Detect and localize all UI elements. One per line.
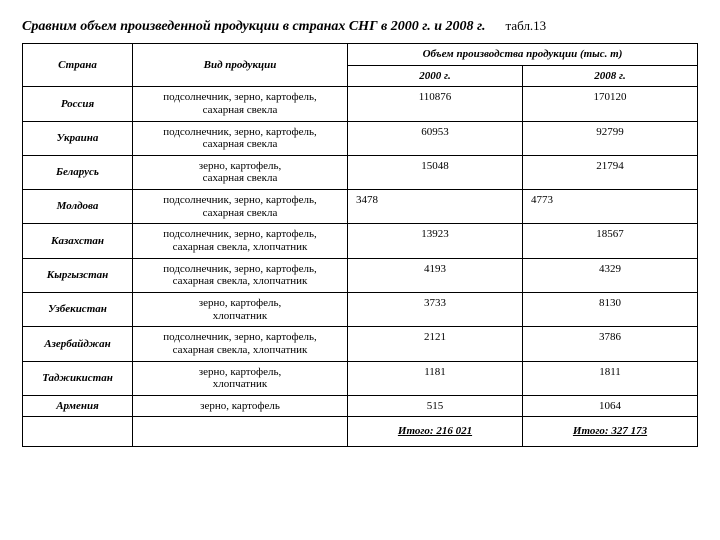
table-row: Украинаподсолнечник, зерно, картофель,са… bbox=[23, 121, 698, 155]
cell-y2008: 18567 bbox=[523, 224, 698, 258]
cell-y2000: 15048 bbox=[348, 155, 523, 189]
cell-blank bbox=[23, 417, 133, 447]
cell-total-y2008: Итого: 327 173 bbox=[523, 417, 698, 447]
table-row: Таджикистанзерно, картофель,хлопчатник11… bbox=[23, 361, 698, 395]
cell-country: Таджикистан bbox=[23, 361, 133, 395]
cell-y2008: 4329 bbox=[523, 258, 698, 292]
cell-country: Азербайджан bbox=[23, 327, 133, 361]
col-y2008: 2008 г. bbox=[523, 65, 698, 87]
cell-blank bbox=[133, 417, 348, 447]
page-title: Сравним объем произведенной продукции в … bbox=[22, 19, 486, 35]
totals-row: Итого: 216 021Итого: 327 173 bbox=[23, 417, 698, 447]
table-row: Казахстанподсолнечник, зерно, картофель,… bbox=[23, 224, 698, 258]
table-row: Азербайджанподсолнечник, зерно, картофел… bbox=[23, 327, 698, 361]
cell-y2000: 3733 bbox=[348, 292, 523, 326]
col-product: Вид продукции bbox=[133, 44, 348, 87]
table-row: Россияподсолнечник, зерно, картофель,сах… bbox=[23, 87, 698, 121]
col-volume: Объем производства продукции (тыс. т) bbox=[348, 44, 698, 66]
table-row: Беларусьзерно, картофель,сахарная свекла… bbox=[23, 155, 698, 189]
col-y2000: 2000 г. bbox=[348, 65, 523, 87]
cell-y2008: 1811 bbox=[523, 361, 698, 395]
table-row: Армениязерно, картофель5151064 bbox=[23, 395, 698, 417]
cell-product: зерно, картофель,хлопчатник bbox=[133, 361, 348, 395]
cell-country: Казахстан bbox=[23, 224, 133, 258]
cell-y2000: 13923 bbox=[348, 224, 523, 258]
cell-y2000: 1181 bbox=[348, 361, 523, 395]
cell-country: Кыргызстан bbox=[23, 258, 133, 292]
table-row: Молдоваподсолнечник, зерно, картофель,са… bbox=[23, 190, 698, 224]
cell-country: Беларусь bbox=[23, 155, 133, 189]
cell-country: Россия bbox=[23, 87, 133, 121]
col-country: Страна bbox=[23, 44, 133, 87]
cell-y2000: 515 bbox=[348, 395, 523, 417]
table-body: Россияподсолнечник, зерно, картофель,сах… bbox=[23, 87, 698, 447]
cell-country: Украина bbox=[23, 121, 133, 155]
cell-y2000: 3478 bbox=[348, 190, 523, 224]
header-row-1: Страна Вид продукции Объем производства … bbox=[23, 44, 698, 66]
cell-country: Армения bbox=[23, 395, 133, 417]
cell-y2008: 4773 bbox=[523, 190, 698, 224]
cell-country: Молдова bbox=[23, 190, 133, 224]
cell-y2000: 110876 bbox=[348, 87, 523, 121]
production-table: Страна Вид продукции Объем производства … bbox=[22, 43, 698, 447]
cell-product: зерно, картофель,хлопчатник bbox=[133, 292, 348, 326]
cell-y2000: 60953 bbox=[348, 121, 523, 155]
cell-product: подсолнечник, зерно, картофель,сахарная … bbox=[133, 190, 348, 224]
table-row: Узбекистанзерно, картофель,хлопчатник373… bbox=[23, 292, 698, 326]
table-number-label: табл.13 bbox=[506, 18, 547, 34]
cell-total-y2000: Итого: 216 021 bbox=[348, 417, 523, 447]
cell-product: подсолнечник, зерно, картофель,сахарная … bbox=[133, 258, 348, 292]
cell-y2008: 3786 bbox=[523, 327, 698, 361]
cell-y2008: 8130 bbox=[523, 292, 698, 326]
cell-y2008: 21794 bbox=[523, 155, 698, 189]
cell-product: подсолнечник, зерно, картофель,сахарная … bbox=[133, 121, 348, 155]
cell-y2008: 170120 bbox=[523, 87, 698, 121]
cell-country: Узбекистан bbox=[23, 292, 133, 326]
cell-y2000: 4193 bbox=[348, 258, 523, 292]
cell-y2008: 1064 bbox=[523, 395, 698, 417]
cell-product: подсолнечник, зерно, картофель,сахарная … bbox=[133, 87, 348, 121]
table-row: Кыргызстанподсолнечник, зерно, картофель… bbox=[23, 258, 698, 292]
cell-product: зерно, картофель bbox=[133, 395, 348, 417]
cell-y2000: 2121 bbox=[348, 327, 523, 361]
cell-y2008: 92799 bbox=[523, 121, 698, 155]
cell-product: зерно, картофель,сахарная свекла bbox=[133, 155, 348, 189]
cell-product: подсолнечник, зерно, картофель,сахарная … bbox=[133, 327, 348, 361]
title-row: Сравним объем произведенной продукции в … bbox=[22, 18, 698, 35]
cell-product: подсолнечник, зерно, картофель,сахарная … bbox=[133, 224, 348, 258]
